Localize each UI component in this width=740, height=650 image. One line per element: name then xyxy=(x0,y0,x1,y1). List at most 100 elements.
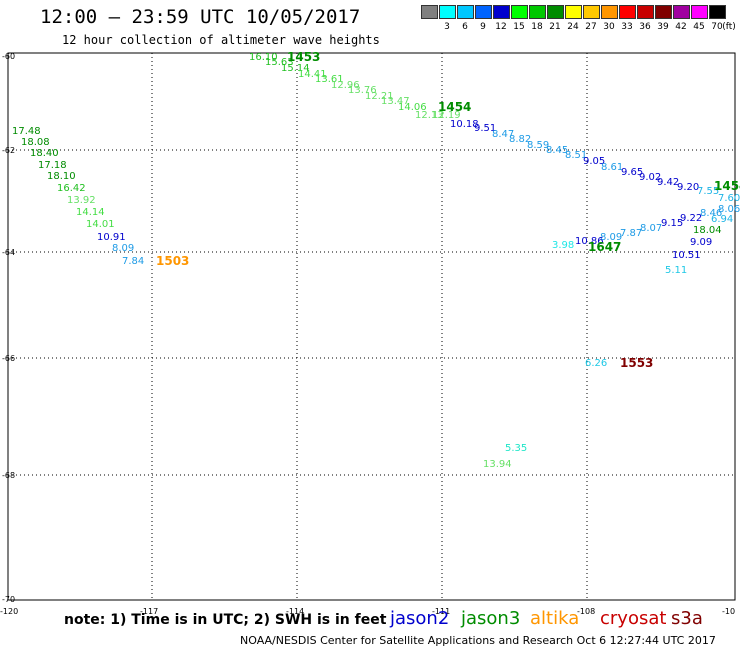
wave-height-label: 13.47 xyxy=(381,96,410,107)
wave-height-label: 18.08 xyxy=(21,137,50,148)
map-frame xyxy=(7,52,736,601)
wave-height-label: 7.55 xyxy=(697,186,719,197)
wave-height-label: 12.96 xyxy=(331,80,360,91)
wave-height-label: 8.59 xyxy=(527,140,549,151)
wave-height-label: 8.45 xyxy=(546,145,568,156)
wave-height-label: 13.61 xyxy=(315,74,344,85)
wave-height-label: 8.82 xyxy=(509,134,531,145)
legend-note: note: 1) Time is in UTC; 2) SWH is in fe… xyxy=(64,612,387,628)
wave-height-label: 13.76 xyxy=(348,85,377,96)
longitude-label: -117 xyxy=(140,607,158,616)
colorbar-label: 33 xyxy=(621,22,633,32)
wave-height-label: 3.98 xyxy=(552,240,574,251)
colorbar-label: 27 xyxy=(585,22,597,32)
satellite-s3a: s3a xyxy=(671,608,703,629)
pass-time-label: 1647 xyxy=(588,240,621,254)
wave-height-label: 8.09 xyxy=(112,243,134,254)
colorbar-label: 9 xyxy=(480,22,486,32)
pass-time-label: 1454 xyxy=(438,100,471,114)
wave-height-label: 9.02 xyxy=(639,172,661,183)
wave-height-label: 8.09 xyxy=(600,232,622,243)
wave-height-label: 14.14 xyxy=(76,207,105,218)
colorbar-swatch xyxy=(511,5,528,19)
wave-height-label: 9.42 xyxy=(657,177,679,188)
wave-height-label: 9.65 xyxy=(621,167,643,178)
pass-time-label: 1503 xyxy=(156,254,189,268)
colorbar-label: 39 xyxy=(657,22,669,32)
wave-height-label: 13.92 xyxy=(67,195,96,206)
map-subtitle: 12 hour collection of altimeter wave hei… xyxy=(62,33,380,47)
colorbar-label: 36 xyxy=(639,22,651,32)
wave-height-label: 8.47 xyxy=(492,129,514,140)
colorbar-label: 18 xyxy=(531,22,543,32)
wave-height-label: 18.10 xyxy=(47,171,76,182)
wave-height-label: 17.48 xyxy=(12,126,41,137)
wave-height-label: 14.06 xyxy=(398,102,427,113)
latitude-label: -66 xyxy=(2,354,15,363)
colorbar-swatch xyxy=(637,5,654,19)
longitude-label: -108 xyxy=(577,607,595,616)
colorbar-label: 12 xyxy=(495,22,507,32)
satellite-jason3: jason3 xyxy=(461,608,521,629)
colorbar-label: 30 xyxy=(603,22,615,32)
wave-height-label: 7.84 xyxy=(122,256,144,267)
latitude-label: -70 xyxy=(2,595,15,604)
map-title: 12:00 – 23:59 UTC 10/05/2017 xyxy=(40,6,361,28)
colorbar-label: 42 xyxy=(675,22,687,32)
colorbar-swatch xyxy=(583,5,600,19)
wave-height-label: 15.14 xyxy=(281,63,310,74)
wave-height-label: 17.18 xyxy=(38,160,67,171)
latitude-label: -62 xyxy=(2,146,15,155)
wave-height-label: 15.63 xyxy=(265,57,294,68)
wave-height-label: 16.42 xyxy=(57,183,86,194)
colorbar-label: 70 xyxy=(711,22,723,32)
wave-height-label: 9.22 xyxy=(680,213,702,224)
satellite-cryosat: cryosat xyxy=(600,608,667,629)
wave-height-label: 9.15 xyxy=(661,218,683,229)
colorbar-label: 15 xyxy=(513,22,525,32)
wave-height-label: 6.94 xyxy=(711,214,733,225)
satellite-jason2: jason2 xyxy=(390,608,450,629)
wave-height-label: 12.13 xyxy=(415,110,444,121)
colorbar-label: 24 xyxy=(567,22,579,32)
colorbar-swatch xyxy=(619,5,636,19)
colorbar-swatch xyxy=(457,5,474,19)
colorbar-label: 6 xyxy=(462,22,468,32)
longitude-label: -114 xyxy=(286,607,304,616)
pass-time-label: 1553 xyxy=(620,356,653,370)
credits-footer: NOAA/NESDIS Center for Satellite Applica… xyxy=(240,634,716,647)
colorbar-swatch xyxy=(547,5,564,19)
colorbar-swatch xyxy=(673,5,690,19)
colorbar-label: 21 xyxy=(549,22,561,32)
wave-height-label: 9.20 xyxy=(677,182,699,193)
wave-height-label: 13.94 xyxy=(483,459,512,470)
wave-height-label: 12.19 xyxy=(432,110,461,121)
wave-height-label: 8.51 xyxy=(565,150,587,161)
colorbar-swatch xyxy=(439,5,456,19)
longitude-label: -10 xyxy=(722,607,735,616)
wave-height-label: 10.51 xyxy=(672,250,701,261)
colorbar-label: 3 xyxy=(444,22,450,32)
satellite-altika: altika xyxy=(530,608,580,629)
wave-height-label: 9.51 xyxy=(474,123,496,134)
colorbar-swatch xyxy=(655,5,672,19)
colorbar-swatch xyxy=(709,5,726,19)
pass-time-label: 1454 xyxy=(714,179,740,193)
latitude-label: -64 xyxy=(2,248,15,257)
wave-height-label: 14.01 xyxy=(86,219,115,230)
colorbar-label: 45 xyxy=(693,22,705,32)
wave-height-label: 7.87 xyxy=(620,228,642,239)
wave-height-label: 10.86 xyxy=(575,236,604,247)
wave-height-label: 8.06 xyxy=(718,204,740,215)
latitude-label: -68 xyxy=(2,471,15,480)
wave-height-label: 18.04 xyxy=(693,225,722,236)
wave-height-label: 14.41 xyxy=(298,69,327,80)
wave-height-label: 9.09 xyxy=(690,237,712,248)
wave-height-label: 8.07 xyxy=(640,223,662,234)
wave-height-label: 12.21 xyxy=(365,91,394,102)
colorbar-swatch xyxy=(493,5,510,19)
colorbar-swatch xyxy=(691,5,708,19)
wave-height-label: 7.60 xyxy=(718,193,740,204)
colorbar-swatch xyxy=(529,5,546,19)
